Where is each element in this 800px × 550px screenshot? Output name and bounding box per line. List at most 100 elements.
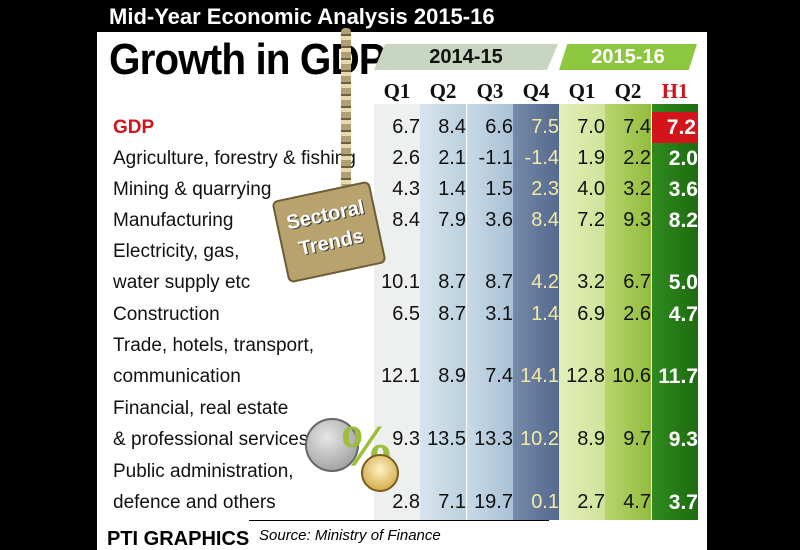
table-cell: 1.5 (485, 178, 513, 200)
footer-divider (249, 520, 549, 521)
row-label: water supply etc (113, 272, 251, 293)
table-cell: 7.4 (485, 365, 513, 387)
table-cell: 12.8 (566, 365, 605, 387)
column-header-q3-3: Q3 (476, 79, 504, 103)
table-cell: -1.4 (524, 147, 559, 169)
table-cell: 8.9 (577, 428, 605, 450)
row-label: defence and others (113, 492, 276, 513)
table-cell: 3.6 (485, 209, 513, 231)
table-cell: 19.7 (474, 491, 513, 513)
table-cell: 6.9 (577, 303, 605, 325)
table-cell: 13.5 (427, 428, 466, 450)
table-cell: 10.2 (520, 428, 559, 450)
table-cell: 6.7 (392, 116, 420, 138)
table-cell: 4.3 (392, 178, 420, 200)
row-label: GDP (113, 117, 155, 138)
table-cell: 9.3 (392, 428, 420, 450)
table-cell: 7.0 (577, 116, 605, 138)
table-cell: 8.4 (392, 209, 420, 231)
table-cell: 3.2 (577, 271, 605, 293)
coin-stack-icon (361, 454, 399, 492)
year-header-2014-15: 2014-15 (374, 44, 558, 70)
column-background-5 (559, 104, 605, 520)
main-title: Growth in GDP (109, 35, 386, 84)
table-cell: 2.2 (623, 147, 651, 169)
table-cell: 1.9 (577, 147, 605, 169)
rupee-coin-icon (305, 418, 359, 472)
table-cell: 3.6 (668, 178, 698, 201)
table-cell: 5.0 (668, 271, 698, 294)
table-cell: 8.4 (438, 116, 466, 138)
column-header-h1-7: H1 (661, 79, 689, 103)
table-cell: 2.3 (531, 178, 559, 200)
table-cell: 7.2 (577, 209, 605, 231)
table-cell: 1.4 (438, 178, 466, 200)
year-header-2015-16: 2015-16 (559, 44, 697, 70)
column-background-1 (374, 104, 420, 520)
column-background-6 (605, 104, 651, 520)
column-header-q1-1: Q1 (383, 79, 411, 103)
table-cell: 10.6 (612, 365, 651, 387)
table-cell: 6.7 (623, 271, 651, 293)
table-cell: 7.1 (438, 491, 466, 513)
table-cell: 2.8 (392, 491, 420, 513)
table-cell: 3.2 (623, 178, 651, 200)
sectoral-trends-badge: Sectoral Trends (271, 180, 387, 284)
table-cell: 2.1 (438, 147, 466, 169)
table-cell: 11.7 (658, 365, 698, 388)
table-cell: 12.1 (381, 365, 420, 387)
column-header-q2-2: Q2 (429, 79, 457, 103)
source-note: Source: Ministry of Finance (259, 527, 441, 544)
table-cell: 7.4 (623, 116, 651, 138)
column-background-7 (652, 104, 698, 520)
table-cell: 7.2 (652, 112, 698, 143)
row-label: Mining & quarrying (113, 179, 272, 200)
table-cell: 6.6 (485, 116, 513, 138)
row-label: communication (113, 366, 241, 387)
table-cell: 4.0 (577, 178, 605, 200)
row-label: & professional services (113, 429, 309, 450)
table-cell: 4.7 (668, 303, 698, 326)
table-cell: 8.7 (485, 271, 513, 293)
infographic-panel: Mid-Year Economic Analysis 2015-16 Growt… (97, 0, 707, 550)
row-label: Construction (113, 304, 220, 325)
table-cell: 4.2 (531, 271, 559, 293)
table-cell: 8.9 (438, 365, 466, 387)
table-cell: 8.2 (668, 209, 698, 232)
row-label: Public administration, (113, 461, 294, 482)
table-cell: 2.7 (577, 491, 605, 513)
column-header-q4-4: Q4 (522, 79, 550, 103)
table-cell: 8.7 (438, 303, 466, 325)
table-cell: 4.7 (623, 491, 651, 513)
table-cell: 3.7 (668, 491, 698, 514)
table-cell: 7.5 (531, 116, 559, 138)
column-header-q2-6: Q2 (614, 79, 642, 103)
table-cell: 13.3 (474, 428, 513, 450)
table-cell: 9.3 (623, 209, 651, 231)
row-label: Electricity, gas, (113, 241, 240, 262)
top-title-bar: Mid-Year Economic Analysis 2015-16 (97, 0, 707, 32)
row-label: Financial, real estate (113, 398, 289, 419)
table-cell: 1.4 (531, 303, 559, 325)
table-cell: 10.1 (381, 271, 420, 293)
column-background-2 (420, 104, 466, 520)
row-label: Trade, hotels, transport, (113, 335, 315, 356)
table-cell: 0.1 (531, 491, 559, 513)
table-cell: 2.6 (623, 303, 651, 325)
row-label: Manufacturing (113, 210, 234, 231)
table-cell: 6.5 (392, 303, 420, 325)
chain-icon (341, 28, 351, 188)
table-cell: 8.4 (531, 209, 559, 231)
table-cell: 7.9 (438, 209, 466, 231)
table-cell: 2.6 (392, 147, 420, 169)
row-label: Agriculture, forestry & fishing (113, 148, 356, 169)
column-header-q1-5: Q1 (568, 79, 596, 103)
table-cell: 3.1 (485, 303, 513, 325)
table-cell: 9.7 (623, 428, 651, 450)
table-cell: 9.3 (668, 428, 698, 451)
table-cell: 2.0 (668, 147, 698, 170)
column-background-4 (513, 104, 559, 520)
column-background-3 (467, 104, 513, 520)
table-cell: 14.1 (520, 365, 559, 387)
table-cell: 8.7 (438, 271, 466, 293)
